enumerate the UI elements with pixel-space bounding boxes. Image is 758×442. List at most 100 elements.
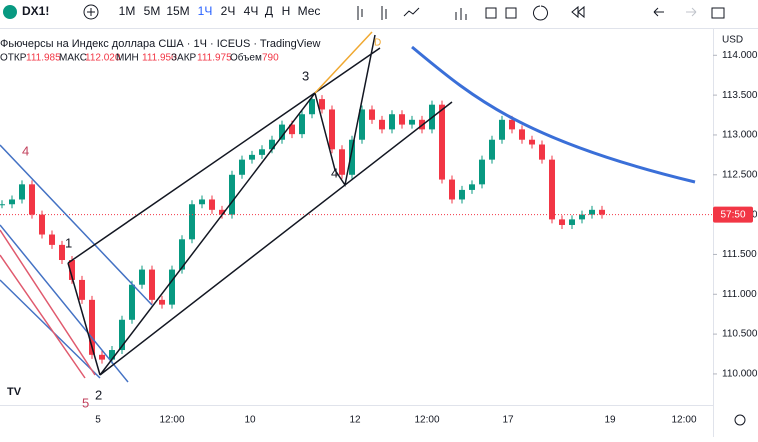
x-tick-label: 12:00	[414, 415, 439, 426]
candle	[279, 124, 285, 140]
x-tick-label: 12:00	[159, 415, 184, 426]
x-tick-label: 5	[95, 415, 101, 426]
countdown: 57:50	[720, 209, 745, 220]
candle	[259, 149, 265, 155]
candle	[69, 260, 75, 280]
candle	[309, 99, 315, 115]
settings-icon[interactable]	[734, 414, 746, 426]
curve	[411, 45, 696, 184]
candle	[319, 99, 325, 110]
candle	[499, 119, 505, 140]
interval[interactable]: 15M	[166, 4, 189, 18]
x-tick-label: 19	[604, 415, 616, 426]
candle	[439, 104, 445, 180]
ohlc-value: 112.020	[85, 53, 121, 64]
redo-icon[interactable]	[686, 7, 697, 17]
blue-lines	[0, 144, 153, 383]
annotation: 4	[22, 143, 29, 158]
candle	[479, 159, 485, 185]
annotation: 1	[65, 235, 72, 250]
candle	[119, 319, 125, 351]
interval[interactable]: 4Ч	[244, 4, 259, 18]
interval[interactable]: 5M	[144, 4, 161, 18]
candle	[569, 219, 575, 225]
candle	[299, 114, 305, 135]
candle	[579, 214, 585, 220]
symbol-icon[interactable]	[3, 5, 17, 19]
x-tick-label: 12:00	[671, 415, 696, 426]
candle	[459, 189, 465, 200]
x-tick-label: 17	[502, 415, 514, 426]
interval[interactable]: Мес	[298, 4, 321, 18]
ohlc-value: 111.985	[26, 53, 61, 64]
candle	[369, 109, 375, 120]
x-tick-label: 12	[349, 415, 361, 426]
interval[interactable]: Д	[265, 4, 273, 18]
candle	[169, 269, 175, 305]
currency[interactable]: USD	[722, 35, 743, 46]
x-tick-label: 10	[244, 415, 256, 426]
candle	[0, 204, 5, 206]
candle	[469, 184, 475, 190]
ohlc-label: Объем	[230, 52, 262, 64]
legend-title: Фьючерсы на Индекс доллара США · 1Ч · IC…	[0, 38, 320, 50]
annotation: 2	[95, 387, 102, 402]
toolbar-icons[interactable]	[357, 5, 725, 21]
add-button[interactable]	[83, 4, 99, 20]
logo: TV	[7, 386, 22, 398]
candle	[179, 239, 185, 270]
interval[interactable]: 2Ч	[221, 4, 236, 18]
candle	[189, 204, 195, 240]
candle	[159, 299, 165, 305]
candle	[489, 139, 495, 160]
candle	[549, 159, 555, 220]
candle	[79, 279, 85, 300]
candle	[359, 109, 365, 140]
candle	[249, 154, 255, 160]
ohlc-value: 790	[262, 53, 279, 64]
candle	[149, 269, 155, 300]
ohlc-label: ОТКР	[0, 53, 27, 64]
candle	[559, 219, 565, 225]
candle	[509, 119, 515, 130]
y-tick-label: 114.000	[722, 50, 758, 61]
candle	[389, 114, 395, 130]
candle	[199, 199, 205, 205]
candle	[519, 129, 525, 140]
candle	[49, 234, 55, 245]
y-tick-label: 111.500	[722, 249, 757, 260]
add-icon	[87, 8, 95, 16]
ohlc-label: ЗАКР	[171, 53, 197, 64]
y-tick-label: 110.000	[722, 369, 758, 380]
annotation: 5	[82, 395, 89, 410]
candle	[339, 149, 345, 175]
interval[interactable]: Н	[282, 4, 291, 18]
y-tick-label: 111.000	[722, 289, 757, 300]
candle	[399, 114, 405, 125]
drawings	[0, 31, 696, 383]
ohlc-label: МАКС	[59, 53, 87, 64]
channel	[67, 34, 453, 376]
candle	[289, 124, 295, 135]
ohlc-label: МИН	[116, 53, 139, 64]
candle	[529, 139, 535, 145]
candle	[99, 354, 105, 360]
interval[interactable]: 1M	[119, 4, 136, 18]
candle	[89, 299, 95, 355]
candle	[219, 209, 225, 215]
candle	[29, 184, 35, 215]
annotation: 3	[302, 68, 309, 83]
symbol[interactable]: DX1!	[22, 4, 49, 18]
candle	[209, 199, 215, 210]
candle	[129, 284, 135, 320]
candle	[329, 109, 335, 150]
annotation: D	[374, 38, 381, 49]
ohlc-value: 111.975	[197, 53, 232, 64]
candle	[19, 184, 25, 200]
annotation: 4	[331, 165, 338, 180]
interval[interactable]: 1Ч	[198, 4, 213, 18]
candle	[539, 144, 545, 160]
orange-line	[314, 31, 373, 94]
y-tick-label: 110.500	[722, 329, 758, 340]
